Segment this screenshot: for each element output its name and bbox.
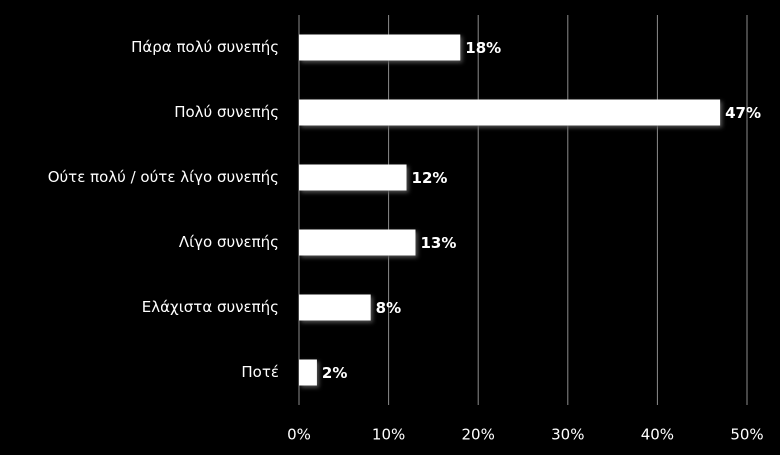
- y-tick-label: Ποτέ: [241, 363, 279, 381]
- y-tick-label: Λίγο συνεπής: [179, 233, 279, 251]
- x-tick-label: 40%: [641, 426, 674, 444]
- data-label: 12%: [412, 169, 448, 187]
- bar: [299, 164, 407, 191]
- data-label: 2%: [322, 364, 347, 382]
- data-label: 8%: [376, 299, 401, 317]
- bar: [299, 359, 317, 386]
- x-tick-label: 0%: [287, 426, 311, 444]
- x-tick-label: 10%: [372, 426, 405, 444]
- data-label: 13%: [420, 234, 456, 252]
- x-tick-label: 20%: [462, 426, 495, 444]
- bar: [299, 34, 461, 61]
- data-label: 47%: [725, 104, 761, 122]
- y-tick-label: Ελάχιστα συνεπής: [142, 298, 279, 316]
- y-tick-label: Ούτε πολύ / ούτε λίγο συνεπής: [48, 168, 279, 186]
- y-tick-label: Πολύ συνεπής: [174, 103, 279, 121]
- bar: [299, 99, 721, 126]
- data-label: 18%: [465, 39, 501, 57]
- bar: [299, 294, 371, 321]
- y-tick-label: Πάρα πολύ συνεπής: [131, 38, 279, 56]
- bar: [299, 229, 416, 256]
- x-tick-label: 50%: [730, 426, 763, 444]
- x-tick-label: 30%: [551, 426, 584, 444]
